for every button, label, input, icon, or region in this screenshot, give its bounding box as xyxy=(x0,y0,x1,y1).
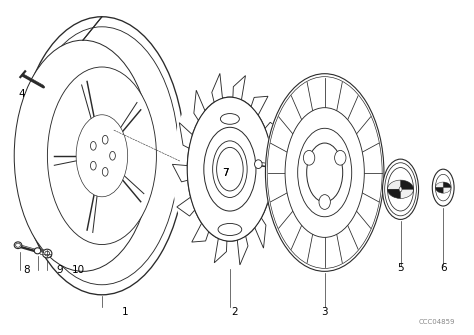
Polygon shape xyxy=(272,156,287,174)
Polygon shape xyxy=(194,90,205,120)
Ellipse shape xyxy=(172,72,287,266)
Wedge shape xyxy=(388,180,401,189)
Ellipse shape xyxy=(76,115,128,197)
Wedge shape xyxy=(388,189,401,198)
Ellipse shape xyxy=(217,147,243,191)
Ellipse shape xyxy=(19,17,185,295)
Ellipse shape xyxy=(91,161,96,170)
Ellipse shape xyxy=(265,74,384,271)
Ellipse shape xyxy=(40,252,43,255)
Ellipse shape xyxy=(16,243,20,247)
Text: 3: 3 xyxy=(321,307,328,317)
Ellipse shape xyxy=(303,150,315,165)
Text: 8: 8 xyxy=(23,265,29,275)
Polygon shape xyxy=(265,122,283,141)
Ellipse shape xyxy=(47,67,156,245)
Polygon shape xyxy=(173,164,188,182)
Wedge shape xyxy=(435,188,443,193)
Polygon shape xyxy=(179,123,192,148)
Text: 7: 7 xyxy=(222,168,228,178)
Ellipse shape xyxy=(383,159,419,219)
Polygon shape xyxy=(192,223,209,242)
Ellipse shape xyxy=(298,128,352,217)
Polygon shape xyxy=(233,76,246,100)
Ellipse shape xyxy=(40,252,43,254)
Ellipse shape xyxy=(285,108,365,238)
Ellipse shape xyxy=(41,250,44,252)
Ellipse shape xyxy=(45,251,49,256)
Ellipse shape xyxy=(42,249,52,258)
Ellipse shape xyxy=(218,223,242,236)
Ellipse shape xyxy=(307,143,343,202)
Text: 2: 2 xyxy=(231,307,238,317)
Wedge shape xyxy=(401,189,413,198)
Polygon shape xyxy=(251,96,268,115)
Polygon shape xyxy=(177,197,195,216)
Text: 9: 9 xyxy=(56,265,63,275)
Ellipse shape xyxy=(187,97,273,241)
Text: 6: 6 xyxy=(440,263,447,273)
Ellipse shape xyxy=(109,151,115,160)
Ellipse shape xyxy=(14,242,22,249)
Text: 5: 5 xyxy=(397,263,404,273)
Ellipse shape xyxy=(40,251,43,254)
Wedge shape xyxy=(443,188,451,193)
Text: 1: 1 xyxy=(122,307,129,317)
Ellipse shape xyxy=(41,250,44,253)
Wedge shape xyxy=(401,180,413,189)
Polygon shape xyxy=(237,236,248,265)
Ellipse shape xyxy=(41,250,44,253)
Wedge shape xyxy=(435,182,443,188)
Ellipse shape xyxy=(255,160,262,169)
Polygon shape xyxy=(214,239,227,263)
Ellipse shape xyxy=(34,248,41,254)
Ellipse shape xyxy=(40,251,43,253)
Ellipse shape xyxy=(265,74,384,271)
Ellipse shape xyxy=(40,251,43,254)
Ellipse shape xyxy=(432,169,454,206)
Ellipse shape xyxy=(399,187,402,192)
Wedge shape xyxy=(443,182,451,188)
Text: 4: 4 xyxy=(18,89,25,99)
Text: 10: 10 xyxy=(72,265,85,275)
Ellipse shape xyxy=(319,195,330,209)
Ellipse shape xyxy=(187,97,273,241)
Ellipse shape xyxy=(87,132,117,180)
Ellipse shape xyxy=(335,150,346,165)
Text: CCC04859: CCC04859 xyxy=(419,319,455,325)
Ellipse shape xyxy=(40,251,43,254)
Polygon shape xyxy=(267,190,281,216)
Ellipse shape xyxy=(91,141,96,150)
Ellipse shape xyxy=(385,163,416,216)
Ellipse shape xyxy=(213,141,247,198)
Text: 7: 7 xyxy=(222,168,228,178)
Ellipse shape xyxy=(25,27,179,285)
Ellipse shape xyxy=(14,40,152,271)
Ellipse shape xyxy=(220,114,239,124)
Polygon shape xyxy=(212,73,222,102)
Ellipse shape xyxy=(204,127,256,211)
Ellipse shape xyxy=(102,168,108,176)
Ellipse shape xyxy=(82,123,122,188)
Ellipse shape xyxy=(102,135,108,144)
Ellipse shape xyxy=(41,250,44,252)
Polygon shape xyxy=(255,218,266,248)
